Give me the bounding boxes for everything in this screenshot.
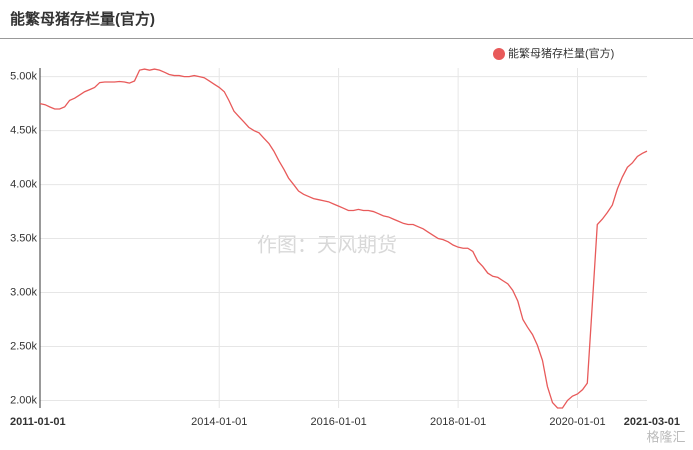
y-tick-label: 3.50k xyxy=(10,232,37,244)
line xyxy=(39,68,648,409)
x-tick-label: 2020-01-01 xyxy=(549,416,605,428)
x-tick-label: 2014-01-01 xyxy=(191,416,247,428)
y-tick-label: 5.00k xyxy=(10,71,37,83)
logo: 格隆汇 xyxy=(646,429,685,444)
y-tick-label: 3.00k xyxy=(10,286,37,298)
x-tick-label: 2016-01-01 xyxy=(310,416,366,428)
y-tick-label: 2.50k xyxy=(10,340,37,352)
y-tick-label: 2.00k xyxy=(10,394,37,406)
y-tick-label: 4.00k xyxy=(10,178,37,190)
x-tick-label: 2011-01-01 xyxy=(10,416,66,428)
y-tick-label: 4.50k xyxy=(10,125,37,137)
x-tick-label: 2021-03-01 xyxy=(624,416,680,428)
legend-label: 能繁母猪存栏量(官方) xyxy=(508,46,614,60)
chart-title: 能繁母猪存栏量(官方) xyxy=(10,10,155,28)
x-tick-label: 2018-01-01 xyxy=(430,416,486,428)
legend-marker xyxy=(493,48,505,60)
watermark: 作图：天风期货 xyxy=(257,233,397,256)
